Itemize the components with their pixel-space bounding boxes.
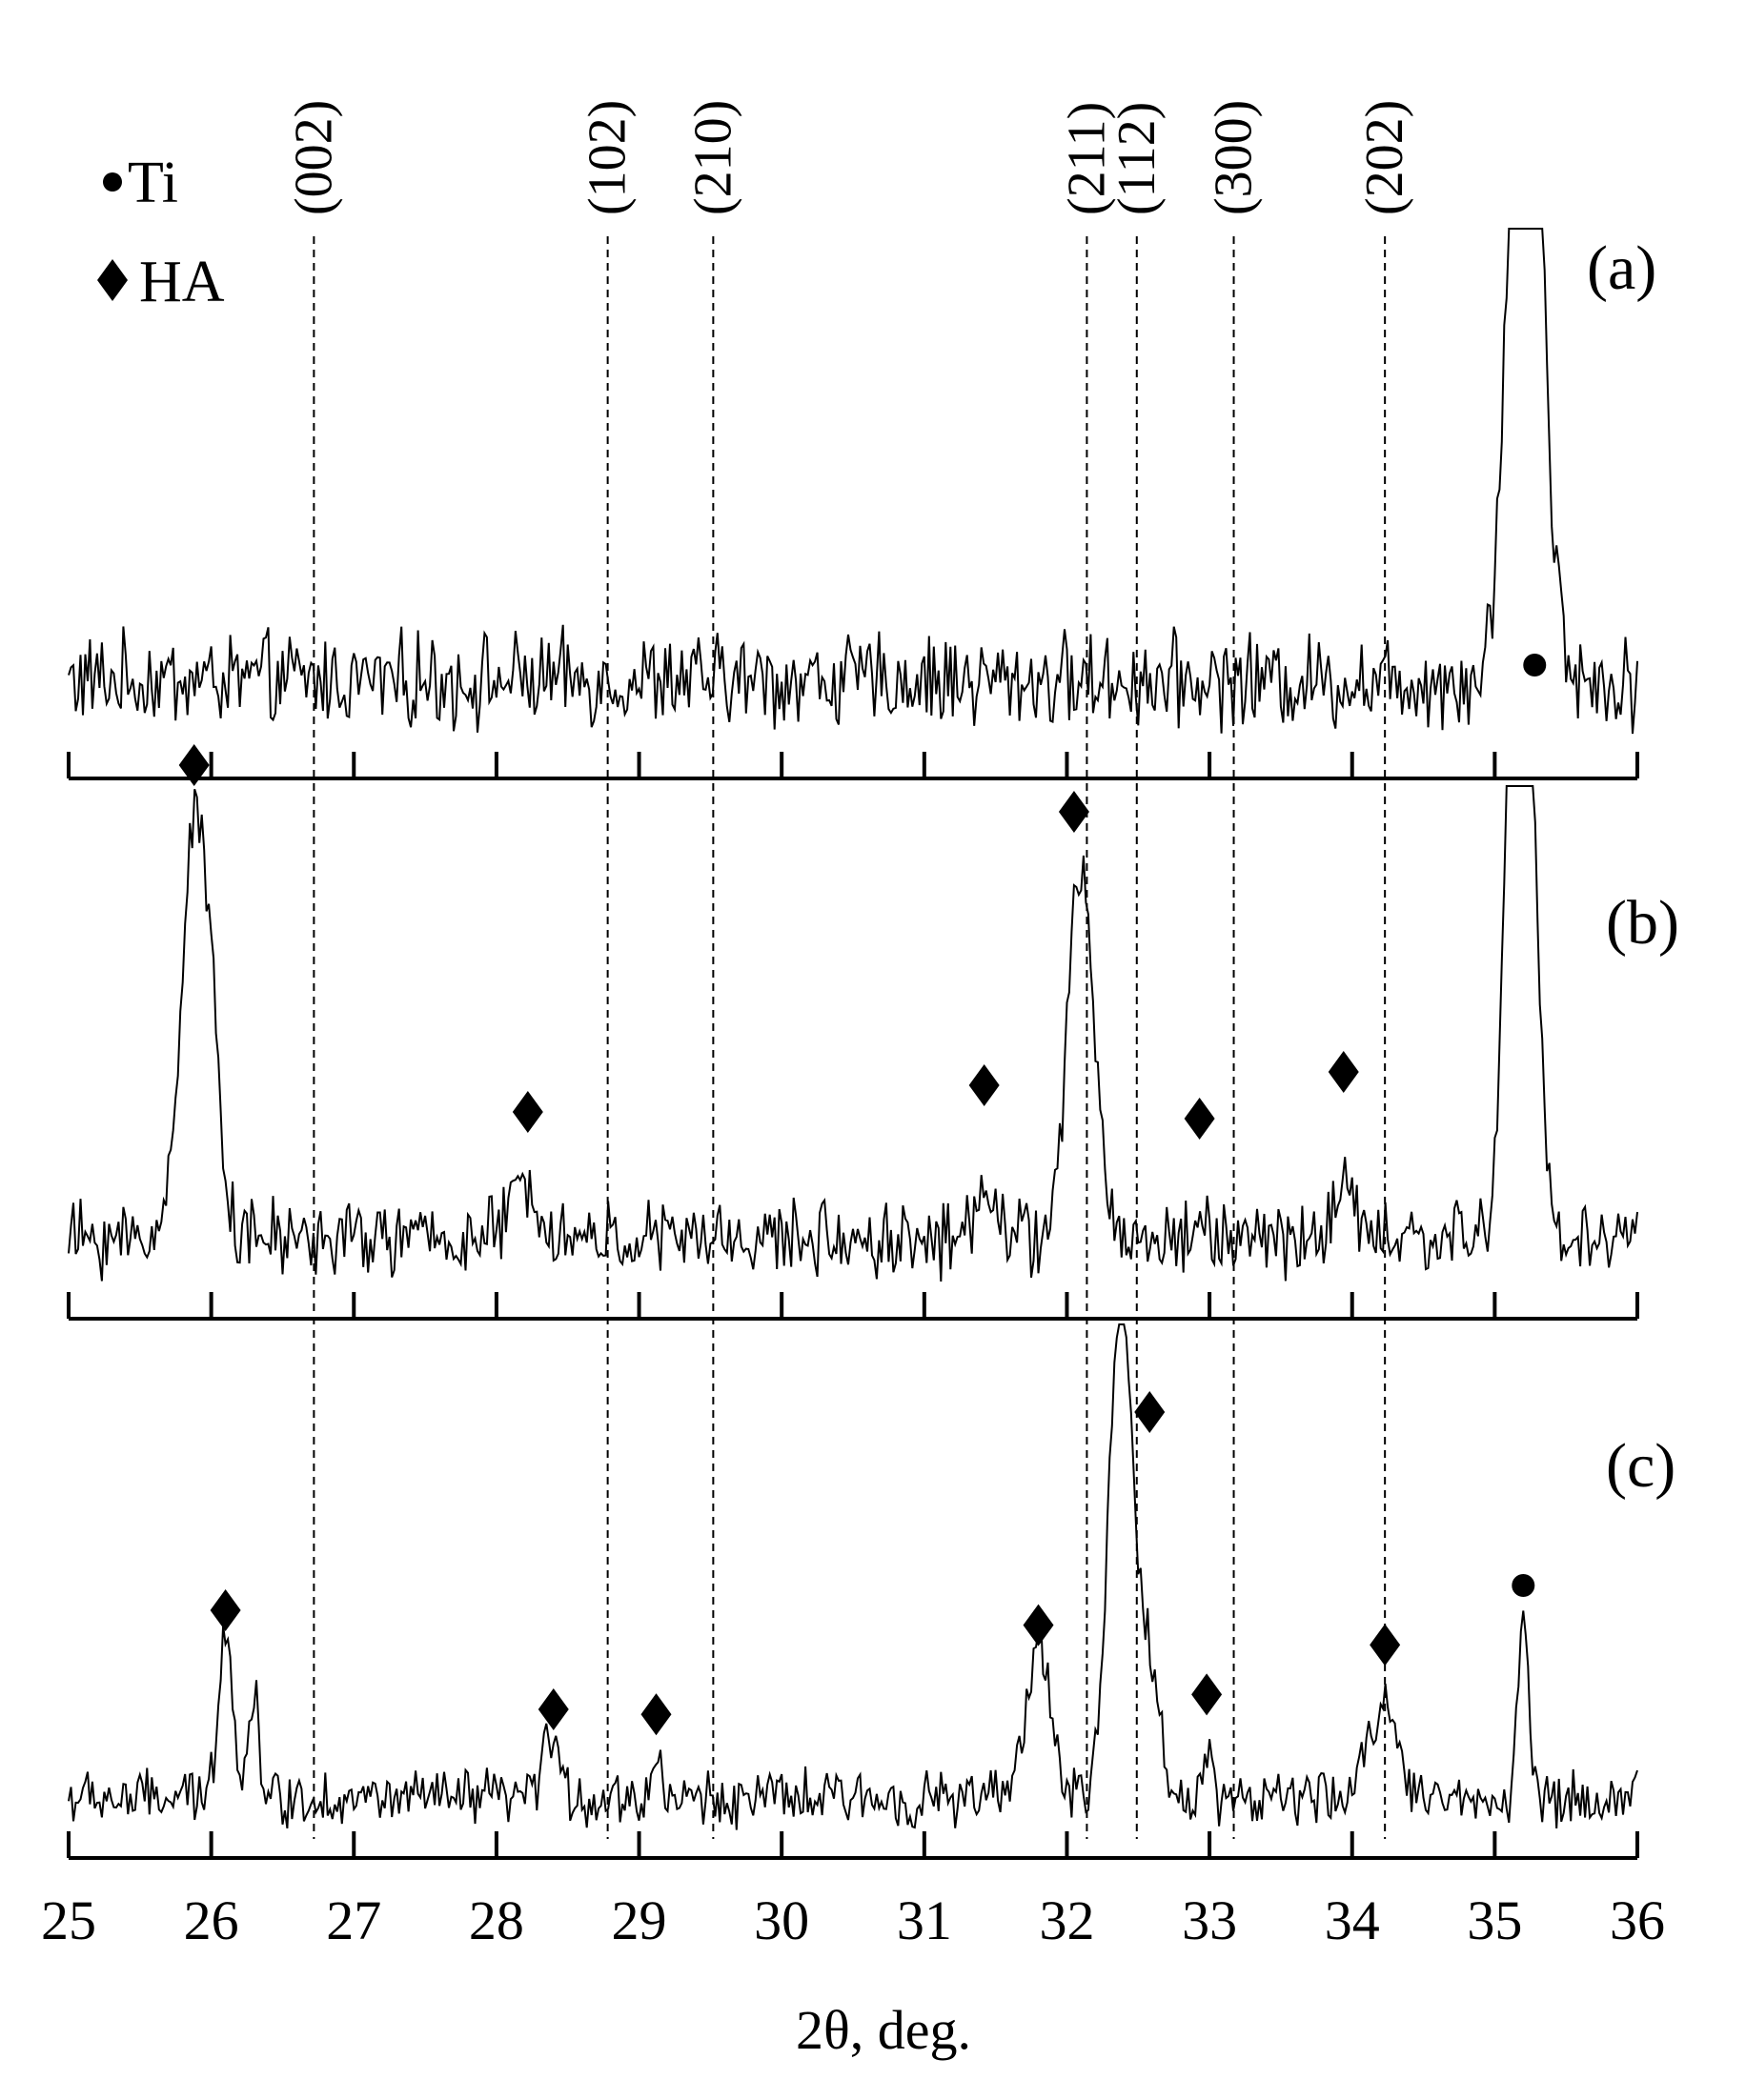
legend-ti-label: Ti (128, 151, 178, 215)
x-tick-label-1: 26 (184, 1889, 239, 1951)
ha-marker-c-7 (1370, 1624, 1401, 1666)
legend-ha-marker (97, 259, 128, 301)
x-tick-label-8: 33 (1182, 1889, 1237, 1951)
x-tick-label-9: 34 (1325, 1889, 1380, 1951)
ha-marker-b-6 (1328, 1051, 1359, 1093)
ha-marker-c-3 (640, 1693, 672, 1736)
ha-marker-c-6 (1191, 1673, 1223, 1716)
ha-marker-b-1 (178, 744, 210, 786)
x-axis-tick-labels: 25 26 27 28 29 30 31 32 33 34 35 36 (41, 1889, 1665, 1951)
reference-lines (313, 236, 1387, 1839)
ha-marker-b-2 (512, 1091, 543, 1133)
x-tick-label-5: 30 (754, 1889, 809, 1951)
series-line-c (68, 1323, 1638, 1830)
reference-label-5: (300) (1205, 100, 1264, 215)
x-axis-title: 2θ, deg. (796, 1999, 971, 2061)
legend: Ti HA (97, 151, 225, 314)
panel-label-c: (c) (1606, 1431, 1675, 1501)
reference-label-0: (002) (284, 100, 343, 215)
reference-label-2: (210) (683, 100, 742, 215)
ha-marker-c-4 (1023, 1604, 1054, 1646)
panel-b (67, 654, 1639, 1321)
panel-a (67, 228, 1639, 780)
panel-label-a: (a) (1587, 233, 1656, 303)
ha-marker-b-5 (1184, 1098, 1215, 1140)
panel-label-b: (b) (1606, 888, 1679, 958)
series-line-b (68, 785, 1638, 1282)
legend-ti-marker (103, 172, 122, 192)
legend-ha-label: HA (139, 250, 225, 314)
x-tick-label-10: 35 (1467, 1889, 1522, 1951)
ti-marker-b-0 (1523, 654, 1547, 676)
reference-label-4: (112) (1107, 102, 1167, 215)
x-tick-label-0: 25 (41, 1889, 96, 1951)
x-tick-label-6: 31 (897, 1889, 952, 1951)
ha-marker-c-2 (538, 1688, 569, 1730)
series-line-a (68, 228, 1638, 735)
panel-c (67, 1323, 1639, 1860)
x-tick-label-4: 29 (612, 1889, 667, 1951)
x-tick-label-2: 27 (326, 1889, 381, 1951)
ha-marker-b-3 (968, 1064, 1000, 1106)
reference-labels: (002) (102) (210) (211)(112) (300) (202) (284, 100, 1414, 215)
panels (67, 228, 1639, 1860)
ti-marker-c-0 (1512, 1574, 1535, 1597)
ha-marker-c-5 (1134, 1391, 1166, 1433)
reference-label-3: (211) (1057, 102, 1116, 215)
x-tick-label-7: 32 (1039, 1889, 1094, 1951)
x-tick-label-11: 36 (1610, 1889, 1665, 1951)
x-tick-label-3: 28 (469, 1889, 524, 1951)
ha-marker-c-1 (210, 1589, 241, 1631)
reference-label-6: (202) (1355, 100, 1414, 215)
reference-label-1: (102) (579, 100, 638, 215)
ha-marker-b-4 (1058, 791, 1089, 833)
